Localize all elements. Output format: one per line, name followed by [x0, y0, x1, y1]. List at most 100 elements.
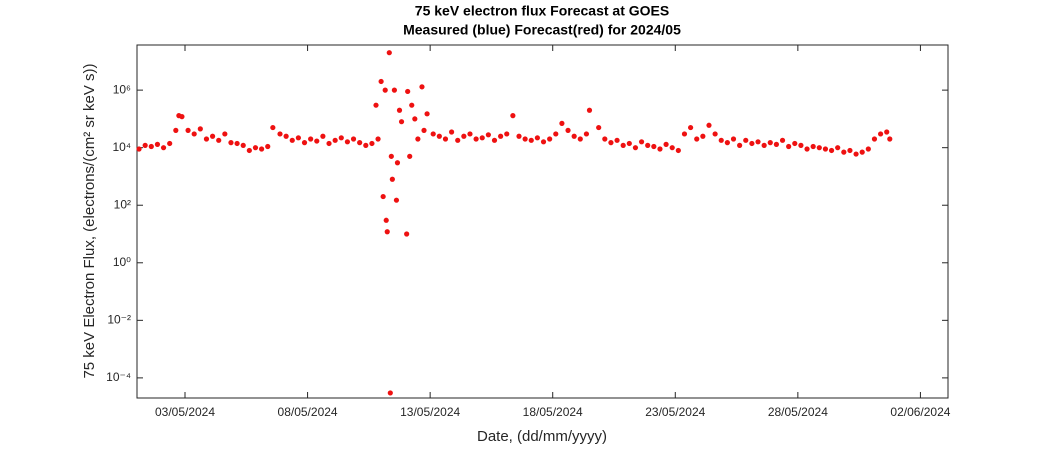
data-point — [136, 146, 142, 152]
x-tick-label: 08/05/2024 — [278, 405, 338, 419]
data-point — [737, 142, 743, 148]
data-point — [847, 147, 853, 154]
data-point — [363, 142, 369, 148]
data-point — [596, 124, 602, 131]
data-point — [626, 140, 632, 147]
data-point — [391, 87, 397, 93]
x-axis-label: Date, (dd/mm/yyyy) — [477, 428, 607, 445]
data-point — [706, 122, 712, 128]
chart-subtitle: Measured (blue) Forecast(red) for 2024/0… — [403, 22, 681, 38]
data-point — [396, 107, 403, 113]
data-point — [378, 78, 384, 85]
data-point — [405, 88, 411, 95]
data-point — [455, 137, 461, 143]
data-point — [308, 136, 314, 142]
data-point — [191, 131, 197, 137]
data-point — [369, 140, 375, 147]
data-point — [436, 133, 442, 139]
data-point — [694, 136, 700, 142]
x-tick-label: 03/05/2024 — [155, 405, 215, 419]
data-point — [197, 126, 203, 132]
data-point — [485, 132, 491, 138]
data-point — [491, 137, 498, 143]
data-point — [179, 114, 185, 120]
data-point — [620, 142, 626, 148]
y-tick-label: 10⁻² — [107, 313, 131, 327]
data-point — [216, 137, 222, 143]
data-point — [412, 116, 418, 122]
data-point — [761, 142, 767, 148]
data-point — [547, 136, 553, 142]
data-point — [749, 140, 755, 147]
data-point — [724, 140, 730, 146]
data-point — [479, 135, 485, 141]
data-point — [419, 84, 425, 90]
data-point — [338, 135, 344, 141]
data-point — [407, 153, 413, 159]
data-point — [516, 133, 522, 139]
data-point — [816, 145, 822, 151]
y-tick-label: 10² — [114, 197, 131, 211]
data-point — [887, 136, 893, 142]
data-point — [421, 127, 427, 133]
data-point — [142, 142, 148, 148]
data-point — [409, 102, 415, 108]
x-tick-label: 13/05/2024 — [400, 405, 460, 419]
data-point — [404, 231, 410, 237]
data-point — [467, 131, 473, 137]
data-point — [792, 140, 798, 147]
data-point — [461, 133, 467, 139]
data-point — [865, 146, 871, 152]
data-point — [375, 136, 381, 142]
data-point — [565, 127, 571, 133]
data-point — [350, 136, 357, 142]
plot-frame — [136, 44, 949, 399]
data-point — [295, 135, 301, 141]
y-axis-label: 75 keV Electron Flux, (electrons/(cm² sr… — [81, 63, 98, 378]
data-point — [700, 133, 706, 139]
data-point — [522, 136, 528, 142]
data-point — [344, 139, 351, 145]
data-point — [767, 140, 773, 146]
y-tick-label: 10⁴ — [112, 140, 131, 154]
data-point — [583, 131, 590, 137]
data-point — [154, 141, 161, 147]
data-point — [675, 147, 681, 154]
data-point — [743, 137, 749, 143]
data-point — [669, 145, 675, 151]
x-tick-label: 28/05/2024 — [768, 405, 828, 419]
data-point — [387, 390, 393, 396]
data-point — [841, 149, 847, 155]
data-point — [473, 136, 479, 142]
data-point — [386, 50, 392, 56]
data-point — [314, 138, 320, 144]
data-point — [688, 124, 694, 131]
data-point — [332, 137, 338, 143]
data-point — [877, 131, 884, 137]
data-point — [148, 143, 154, 150]
data-point — [730, 136, 737, 142]
data-point — [357, 140, 363, 146]
data-point — [393, 197, 400, 203]
data-point — [614, 137, 620, 143]
data-point — [277, 131, 283, 137]
data-point — [326, 140, 332, 147]
data-point — [430, 131, 436, 137]
data-point — [383, 217, 389, 223]
data-point — [638, 139, 645, 145]
data-point — [424, 111, 430, 117]
data-point — [389, 176, 395, 182]
data-point — [859, 149, 865, 155]
data-point — [663, 141, 669, 147]
data-point — [651, 143, 657, 150]
data-point — [160, 145, 167, 151]
data-point — [398, 119, 405, 125]
data-point — [384, 229, 390, 235]
data-point — [228, 140, 234, 146]
data-point — [289, 137, 295, 143]
data-point — [571, 133, 577, 139]
data-point — [167, 140, 173, 147]
data-point — [773, 141, 780, 147]
data-point — [602, 136, 608, 142]
chart-title: 75 keV electron flux Forecast at GOES — [415, 3, 669, 19]
